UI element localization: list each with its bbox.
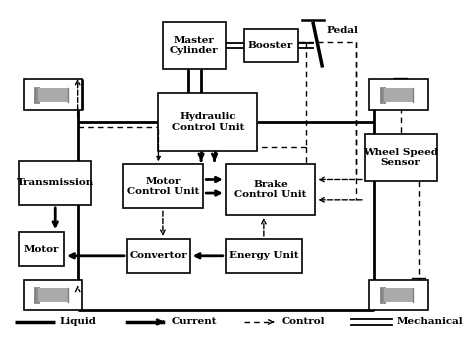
Bar xyxy=(123,164,203,208)
Text: Liquid: Liquid xyxy=(60,317,97,327)
Bar xyxy=(19,232,64,266)
Text: Motor
Control Unit: Motor Control Unit xyxy=(127,176,199,196)
Text: Hydraulic
Control Unit: Hydraulic Control Unit xyxy=(172,112,244,132)
Bar xyxy=(226,164,316,215)
Bar xyxy=(158,93,257,150)
Text: Pedal: Pedal xyxy=(327,26,358,35)
Bar xyxy=(384,288,413,302)
Bar xyxy=(369,79,428,110)
Text: Convertor: Convertor xyxy=(129,251,187,260)
Text: Energy Unit: Energy Unit xyxy=(229,251,299,260)
Bar xyxy=(384,88,413,102)
Text: Mechanical: Mechanical xyxy=(396,317,463,327)
Bar xyxy=(38,88,68,102)
Bar xyxy=(24,79,82,110)
Text: Control: Control xyxy=(282,317,325,327)
Text: Wheel Speed
Sensor: Wheel Speed Sensor xyxy=(363,148,438,167)
Text: Booster: Booster xyxy=(248,41,293,50)
Bar xyxy=(19,161,91,205)
Bar xyxy=(244,28,298,63)
Text: Current: Current xyxy=(172,317,218,327)
Text: Master
Cylinder: Master Cylinder xyxy=(170,36,219,55)
Bar xyxy=(127,239,190,273)
Text: Brake
Control Unit: Brake Control Unit xyxy=(235,180,307,199)
Bar xyxy=(24,279,82,310)
Text: Transmission: Transmission xyxy=(17,179,94,187)
Bar xyxy=(226,239,302,273)
Bar xyxy=(163,22,226,69)
Bar xyxy=(369,279,428,310)
Bar xyxy=(38,288,68,302)
Text: Motor: Motor xyxy=(24,245,60,253)
Bar xyxy=(365,134,437,181)
